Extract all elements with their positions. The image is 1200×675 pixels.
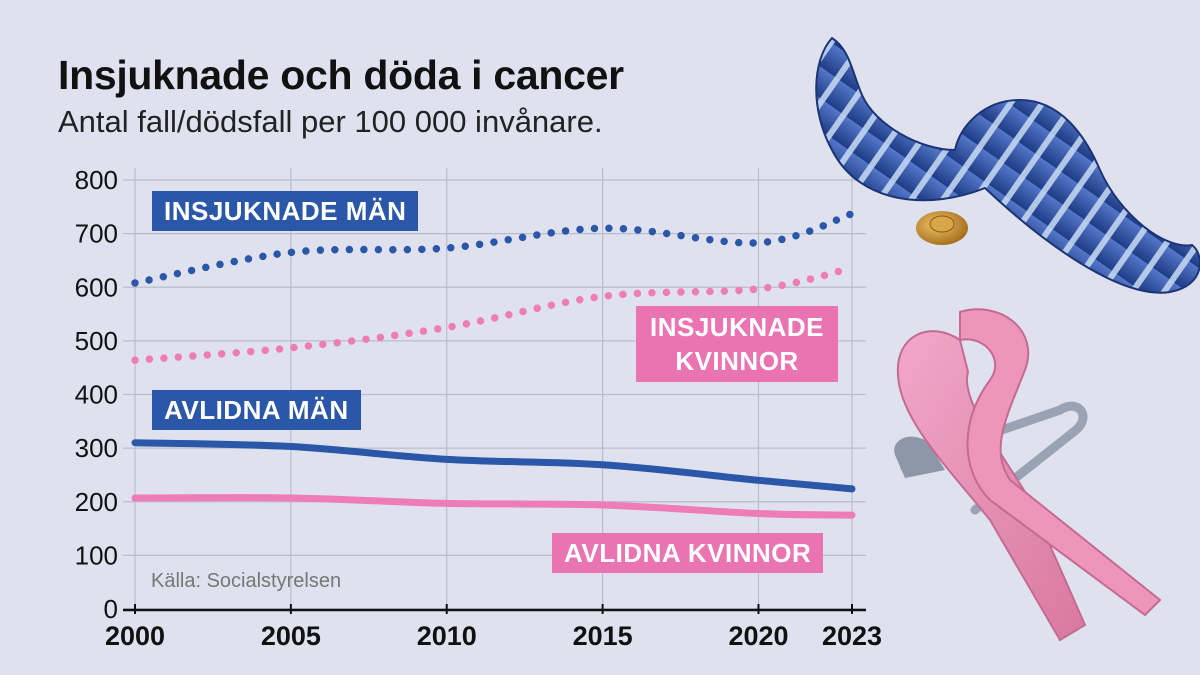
y-tick-label: 500 [75, 326, 118, 356]
label-avlidna-kvinnor: AVLIDNA KVINNOR [552, 533, 824, 573]
chart-title: Insjuknade och döda i cancer [58, 52, 624, 98]
y-tick-label: 100 [75, 540, 118, 570]
y-tick-label: 0 [104, 594, 118, 624]
y-tick-label: 300 [75, 433, 118, 463]
x-tick-label: 2005 [261, 621, 321, 651]
y-tick-label: 700 [75, 219, 118, 249]
y-tick-label: 200 [75, 487, 118, 517]
x-tick-label: 2020 [728, 621, 788, 651]
y-tick-label: 600 [75, 272, 118, 302]
y-tick-label: 400 [75, 380, 118, 410]
label-insjuknade-kvinnor: INSJUKNADE KVINNOR [636, 306, 839, 382]
y-tick-label: 800 [75, 165, 118, 195]
label-insjuknade-kvinnor-line1: INSJUKNADE [650, 312, 825, 342]
label-insjuknade-kvinnor-line2: KVINNOR [675, 346, 799, 376]
x-tick-label: 2015 [573, 621, 633, 651]
source-note: Källa: Socialstyrelsen [151, 570, 342, 592]
ribbon-icon [896, 308, 1162, 642]
pin-icon [916, 211, 968, 245]
label-insjuknade-man: INSJUKNADE MÄN [152, 191, 419, 231]
x-tick-label: 2000 [105, 621, 165, 651]
series-line-insjuknade-kvinnor [131, 264, 856, 364]
chart-subtitle: Antal fall/dödsfall per 100 000 invånare… [58, 104, 603, 139]
x-tick-label: 2010 [417, 621, 477, 651]
mustache-icon [815, 36, 1200, 294]
safety-pin-icon [894, 401, 1088, 515]
x-tick-label: 2023 [822, 621, 882, 651]
label-avlidna-man: AVLIDNA MÄN [152, 390, 361, 430]
